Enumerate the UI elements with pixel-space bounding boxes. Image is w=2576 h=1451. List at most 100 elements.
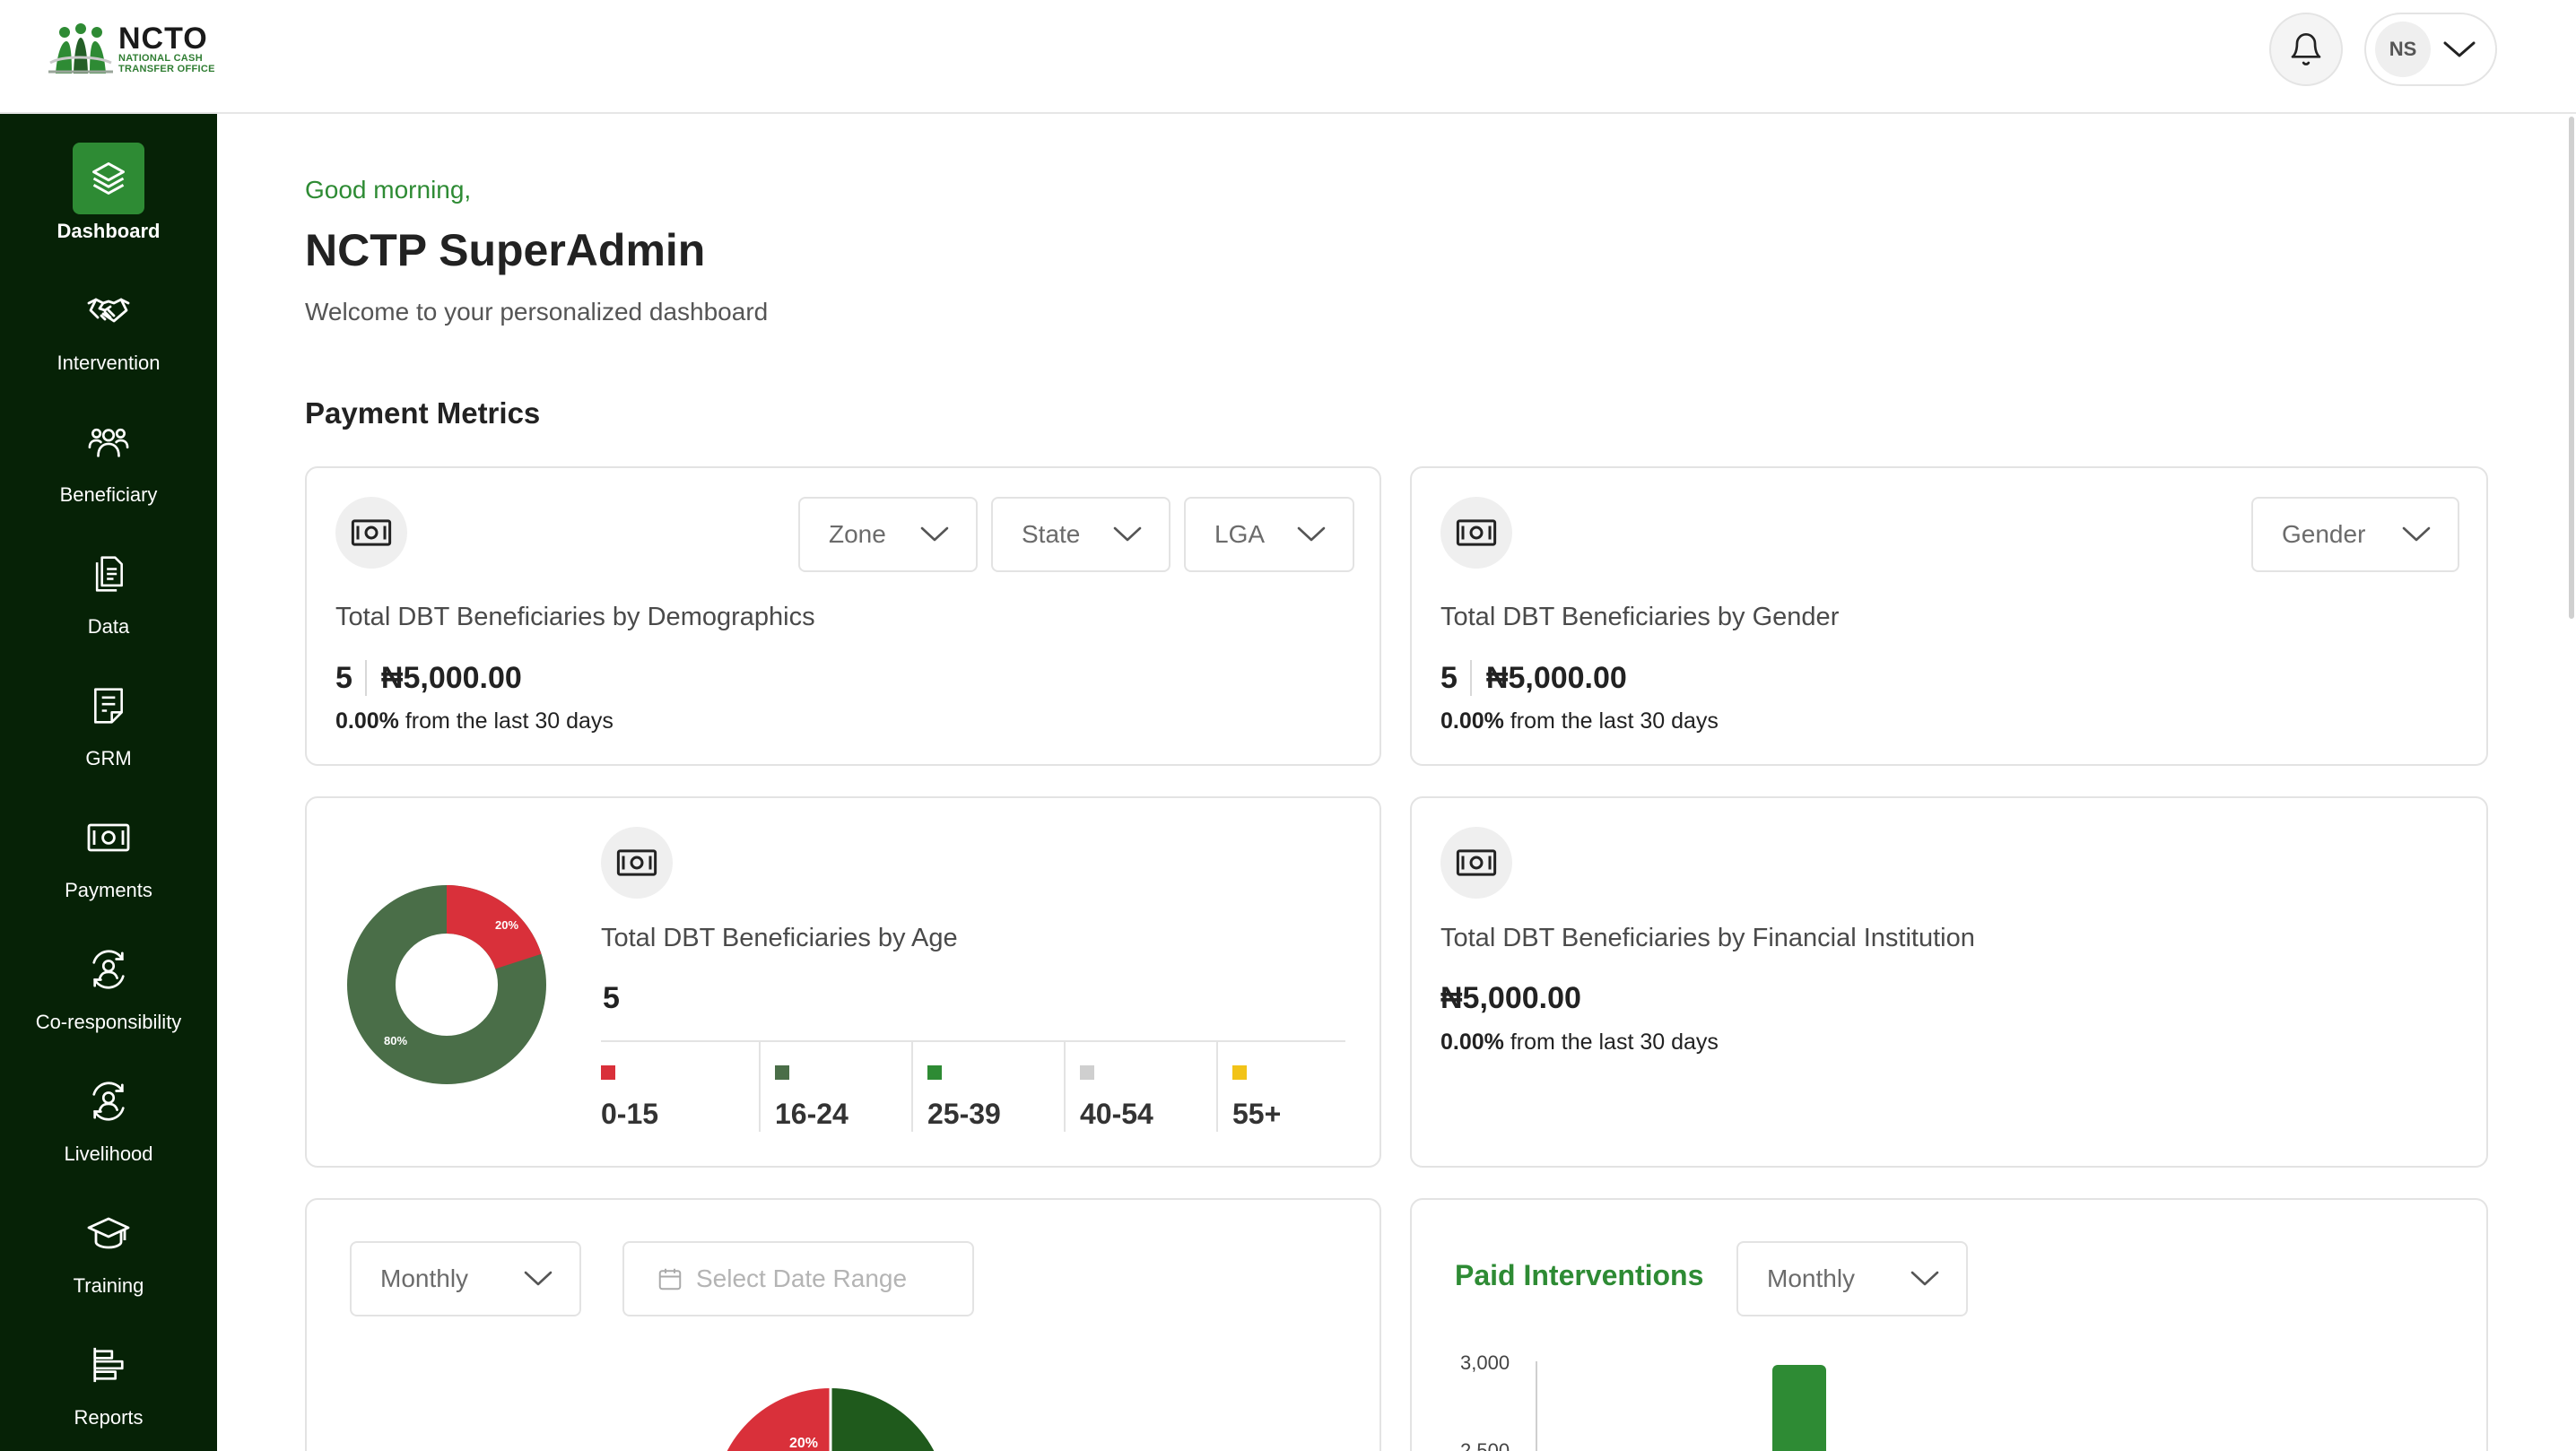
donut-label-20: 20% bbox=[495, 918, 518, 932]
user-menu-button[interactable]: NS bbox=[2364, 13, 2497, 86]
welcome-text: Welcome to your personalized dashboard bbox=[305, 298, 769, 326]
payment-amount: ₦5,000.00 bbox=[380, 660, 522, 695]
sidebar-item-label: Dashboard bbox=[57, 220, 161, 242]
money-icon bbox=[73, 802, 144, 873]
sidebar: Dashboard Intervention Benefici bbox=[0, 114, 217, 1451]
y-tick-label: 2,500 bbox=[1460, 1439, 1510, 1451]
sidebar-item-label: Intervention bbox=[57, 352, 161, 374]
gender-label: Total DBT Beneficiaries by Gender bbox=[1440, 603, 1840, 631]
sidebar-item-payments[interactable]: Payments bbox=[0, 802, 217, 918]
change-caption: from the last 30 days bbox=[398, 708, 614, 734]
legend-swatch bbox=[601, 1065, 615, 1080]
greeting-text: Good morning, bbox=[305, 176, 472, 204]
legend-swatch bbox=[1232, 1065, 1247, 1080]
avatar: NS bbox=[2375, 22, 2431, 77]
gender-stats: 5 ₦5,000.00 bbox=[1440, 660, 1627, 696]
layers-icon bbox=[73, 143, 144, 214]
paid-period-dropdown[interactable]: Monthly bbox=[1736, 1241, 1968, 1316]
calendar-icon bbox=[658, 1268, 682, 1290]
logo-title: NCTO bbox=[118, 22, 208, 56]
sidebar-item-label: Beneficiary bbox=[59, 483, 158, 506]
gender-dropdown-label: Gender bbox=[2282, 520, 2366, 548]
user-cycle-icon bbox=[73, 1065, 144, 1137]
change-text: 0.00% from the last 30 days bbox=[1440, 708, 1719, 734]
chevron-down-icon bbox=[1113, 526, 1142, 542]
pie-label: 20% bbox=[789, 1436, 818, 1451]
age-group-label: 0-15 bbox=[601, 1098, 659, 1130]
lga-dropdown[interactable]: LGA bbox=[1184, 497, 1354, 572]
sidebar-item-training[interactable]: Training bbox=[0, 1197, 217, 1314]
donut-label-80: 80% bbox=[384, 1034, 407, 1047]
age-group-label: 55+ bbox=[1232, 1098, 1282, 1130]
top-header: NCTO NATIONAL CASH TRANSFER OFFICE NS bbox=[0, 0, 2576, 114]
sidebar-item-reports[interactable]: Reports bbox=[0, 1329, 217, 1446]
legend-swatch bbox=[775, 1065, 789, 1080]
age-group-label: 40-54 bbox=[1080, 1098, 1153, 1130]
age-group-25-39: 25-39 bbox=[913, 1042, 1066, 1132]
sidebar-item-data[interactable]: Data bbox=[0, 538, 217, 655]
state-dropdown[interactable]: State bbox=[991, 497, 1171, 572]
change-percent: 0.00% bbox=[1440, 708, 1504, 734]
gender-card: Gender Total DBT Beneficiaries by Gender… bbox=[1410, 466, 2488, 766]
money-icon bbox=[601, 827, 673, 899]
change-text: 0.00% from the last 30 days bbox=[335, 708, 614, 734]
chevron-down-icon bbox=[524, 1271, 553, 1286]
documents-icon bbox=[73, 538, 144, 610]
pie-slice-green bbox=[831, 1388, 935, 1451]
demographics-card: Zone State LGA Total DBT Beneficiaries b… bbox=[305, 466, 1381, 766]
sidebar-item-label: Co-responsibility bbox=[35, 1011, 182, 1033]
age-group-legend: 0-15 16-24 25-39 40-54 55+ bbox=[601, 1040, 1345, 1132]
age-count: 5 bbox=[603, 981, 620, 1015]
change-percent: 0.00% bbox=[335, 708, 399, 734]
sidebar-item-beneficiary[interactable]: Beneficiary bbox=[0, 406, 217, 523]
sidebar-item-co-responsibility[interactable]: Co-responsibility bbox=[0, 934, 217, 1050]
y-tick-label: 3,000 bbox=[1460, 1351, 1510, 1374]
money-icon bbox=[1440, 497, 1512, 569]
date-range-picker[interactable]: Select Date Range bbox=[622, 1241, 974, 1316]
chevron-down-icon bbox=[2443, 41, 2476, 57]
financial-label: Total DBT Beneficiaries by Financial Ins… bbox=[1440, 924, 1975, 952]
section-title: Payment Metrics bbox=[305, 396, 541, 430]
pie-slice-red bbox=[727, 1388, 831, 1451]
bell-icon bbox=[2291, 33, 2321, 65]
people-logo-icon bbox=[45, 20, 115, 79]
sidebar-item-intervention[interactable]: Intervention bbox=[0, 274, 217, 391]
sidebar-item-label: Reports bbox=[74, 1406, 144, 1429]
payments-trend-card: Monthly 20% bbox=[305, 1198, 1381, 1451]
sidebar-item-label: Livelihood bbox=[64, 1143, 153, 1165]
age-group-label: 16-24 bbox=[775, 1098, 849, 1130]
sidebar-item-livelihood[interactable]: Livelihood bbox=[0, 1065, 217, 1182]
demographics-label: Total DBT Beneficiaries by Demographics bbox=[335, 603, 815, 631]
zone-dropdown-label: Zone bbox=[829, 520, 886, 548]
bar-mark bbox=[1772, 1365, 1826, 1451]
zone-dropdown[interactable]: Zone bbox=[798, 497, 978, 572]
payments-pie-chart: 20% bbox=[727, 1388, 935, 1451]
reports-icon bbox=[73, 1329, 144, 1401]
age-group-16-24: 16-24 bbox=[761, 1042, 913, 1132]
page-scrollbar[interactable] bbox=[2569, 117, 2574, 619]
age-group-40-54: 40-54 bbox=[1066, 1042, 1218, 1132]
change-caption: from the last 30 days bbox=[1503, 1030, 1719, 1055]
period-dropdown[interactable]: Monthly bbox=[350, 1241, 581, 1316]
page-title: NCTP SuperAdmin bbox=[305, 225, 706, 275]
age-group-label: 25-39 bbox=[927, 1098, 1001, 1130]
beneficiary-count: 5 bbox=[335, 660, 352, 695]
sidebar-item-dashboard[interactable]: Dashboard bbox=[0, 143, 217, 259]
age-card: 20% 80% Total DBT Beneficiaries by Age 5 bbox=[305, 796, 1381, 1168]
sidebar-item-grm[interactable]: GRM bbox=[0, 670, 217, 786]
donut-slice-20 bbox=[445, 885, 542, 970]
age-label: Total DBT Beneficiaries by Age bbox=[601, 924, 958, 952]
stat-divider bbox=[364, 660, 367, 696]
paid-interventions-card: Monthly bbox=[1410, 1198, 2488, 1451]
period-dropdown-label: Monthly bbox=[380, 1264, 469, 1292]
lga-dropdown-label: LGA bbox=[1214, 520, 1266, 548]
chevron-down-icon bbox=[1910, 1271, 1939, 1286]
ncto-logo[interactable]: NCTO NATIONAL CASH TRANSFER OFFICE bbox=[45, 20, 233, 79]
gender-dropdown[interactable]: Gender bbox=[2251, 497, 2459, 572]
financial-amount: ₦5,000.00 bbox=[1440, 981, 1581, 1015]
y-axis-line bbox=[1536, 1361, 1537, 1451]
age-donut-chart: 20% 80% bbox=[347, 885, 546, 1084]
notifications-button[interactable] bbox=[2269, 13, 2343, 86]
demographics-stats: 5 ₦5,000.00 bbox=[335, 660, 522, 696]
money-icon bbox=[335, 497, 407, 569]
